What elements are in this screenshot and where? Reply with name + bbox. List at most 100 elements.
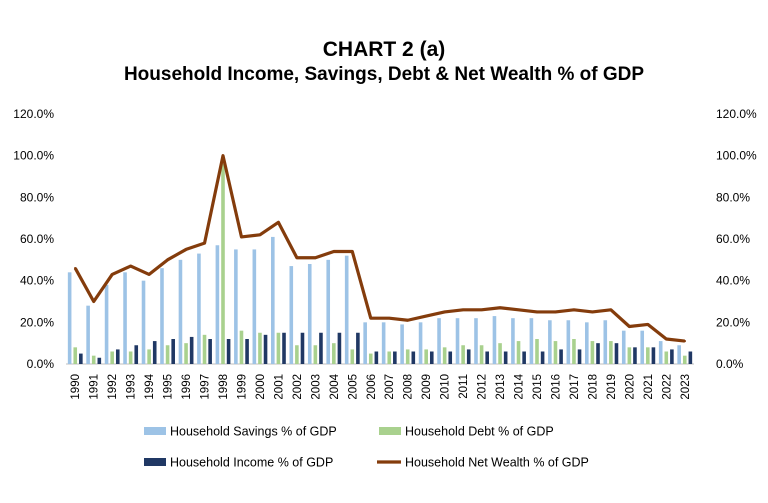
x-tick-label: 2015 [532,374,544,400]
x-tick-label: 2004 [329,373,341,399]
bar-household-savings-of-gdp [400,324,404,364]
bar-household-savings-of-gdp [344,255,349,364]
x-tick-label: 2001 [273,374,285,400]
bar-household-debt-of-gdp [368,353,373,364]
line-point-household-net-wealth [92,300,95,303]
legend-swatch [144,427,166,435]
bar-household-income-of-gdp [559,349,563,364]
line-point-household-net-wealth [388,316,391,320]
bar-household-savings-of-gdp [160,268,164,364]
x-tick-label: 2013 [495,374,507,400]
bar-household-debt-of-gdp [646,347,650,364]
y-tick-label-right: 40.0% [716,274,750,288]
bar-household-income-of-gdp [356,332,360,364]
bar-household-income-of-gdp [374,351,379,364]
bar-household-income-of-gdp [614,343,619,364]
bar-household-savings-of-gdp [178,259,183,364]
bar-household-savings-of-gdp [234,249,238,364]
x-tick-label: 2007 [384,374,396,400]
bar-household-savings-of-gdp [677,345,681,364]
line-point-household-net-wealth [277,221,280,224]
bar-household-income-of-gdp [688,351,693,364]
bar-household-income-of-gdp [429,351,434,364]
bar-household-savings-of-gdp [307,264,312,364]
x-tick-label: 2014 [514,373,526,399]
bar-household-savings-of-gdp [474,318,478,364]
bar-household-savings-of-gdp [548,320,552,364]
legend-swatch [144,458,166,466]
line-point-household-net-wealth [369,316,372,320]
line-point-household-net-wealth [332,250,336,253]
y-tick-label-left: 60.0% [20,232,54,246]
x-tick-label: 2018 [587,374,599,400]
bar-household-savings-of-gdp [418,322,423,364]
bar-household-income-of-gdp [577,349,582,364]
x-tick-label: 2005 [347,374,359,400]
bar-household-income-of-gdp [670,349,674,364]
y-tick-label-right: 60.0% [716,232,750,246]
line-point-household-net-wealth [295,256,299,259]
bar-household-income-of-gdp [189,336,194,364]
bar-household-income-of-gdp [282,332,286,364]
x-tick-label: 1999 [236,374,248,400]
bar-household-debt-of-gdp [424,349,428,364]
line-point-household-net-wealth [535,310,539,314]
x-tick-label: 1996 [181,374,193,400]
x-tick-label: 2017 [569,374,581,400]
bar-household-income-of-gdp [448,351,453,364]
x-tick-label: 2011 [458,374,470,399]
bar-household-income-of-gdp [263,334,268,364]
bar-household-savings-of-gdp [252,249,257,364]
bar-household-debt-of-gdp [165,345,170,364]
bar-household-savings-of-gdp [492,316,497,364]
bar-household-savings-of-gdp [603,320,608,364]
x-tick-label: 2002 [292,374,304,400]
bar-household-debt-of-gdp [313,345,318,364]
bar-household-debt-of-gdp [387,351,392,364]
bar-household-income-of-gdp [466,349,471,364]
bar-household-savings-of-gdp [104,284,109,364]
bar-household-debt-of-gdp [147,349,151,364]
bar-household-debt-of-gdp [498,343,502,364]
bar-household-savings-of-gdp [585,322,589,364]
bar-household-income-of-gdp [300,332,305,364]
bar-household-debt-of-gdp [479,345,484,364]
x-tick-label: 2022 [661,374,673,400]
line-point-household-net-wealth [221,154,225,157]
line-point-household-net-wealth [443,310,446,314]
bar-household-savings-of-gdp [658,341,663,364]
line-point-household-net-wealth [203,241,206,245]
bar-household-debt-of-gdp [258,332,262,364]
bar-household-debt-of-gdp [590,341,595,364]
bar-household-income-of-gdp [540,351,545,364]
bar-household-debt-of-gdp [461,345,465,364]
line-point-household-net-wealth [480,308,483,312]
x-tick-label: 2012 [477,374,489,400]
bar-household-debt-of-gdp [184,343,188,364]
x-tick-label: 2008 [403,374,415,400]
bar-household-debt-of-gdp [276,332,281,364]
bar-household-income-of-gdp [226,339,231,364]
bar-household-debt-of-gdp [73,347,78,364]
x-tick-label: 1995 [163,374,175,400]
bar-household-income-of-gdp [319,332,323,364]
line-household-net-wealth [73,154,685,343]
bar-household-income-of-gdp [245,339,249,364]
bar-household-savings-of-gdp [381,322,386,364]
y-tick-label-left: 20.0% [20,315,54,329]
bar-household-income-of-gdp [79,353,83,364]
line-point-household-net-wealth [406,319,409,322]
bar-household-debt-of-gdp [239,330,244,364]
bar-household-income-of-gdp [208,339,212,364]
x-tick-label: 1992 [107,374,119,400]
line-point-household-net-wealth [184,248,188,251]
bar-household-savings-of-gdp [197,253,201,364]
bar-household-debt-of-gdp [405,349,410,364]
legend-label: Household Debt % of GDP [405,425,554,439]
bar-household-income-of-gdp [393,351,397,364]
line-point-household-net-wealth [314,256,317,259]
line-point-household-net-wealth [591,310,594,314]
line-point-household-net-wealth [646,323,650,326]
x-tick-label: 2021 [643,374,655,400]
bar-household-debt-of-gdp [91,355,96,364]
